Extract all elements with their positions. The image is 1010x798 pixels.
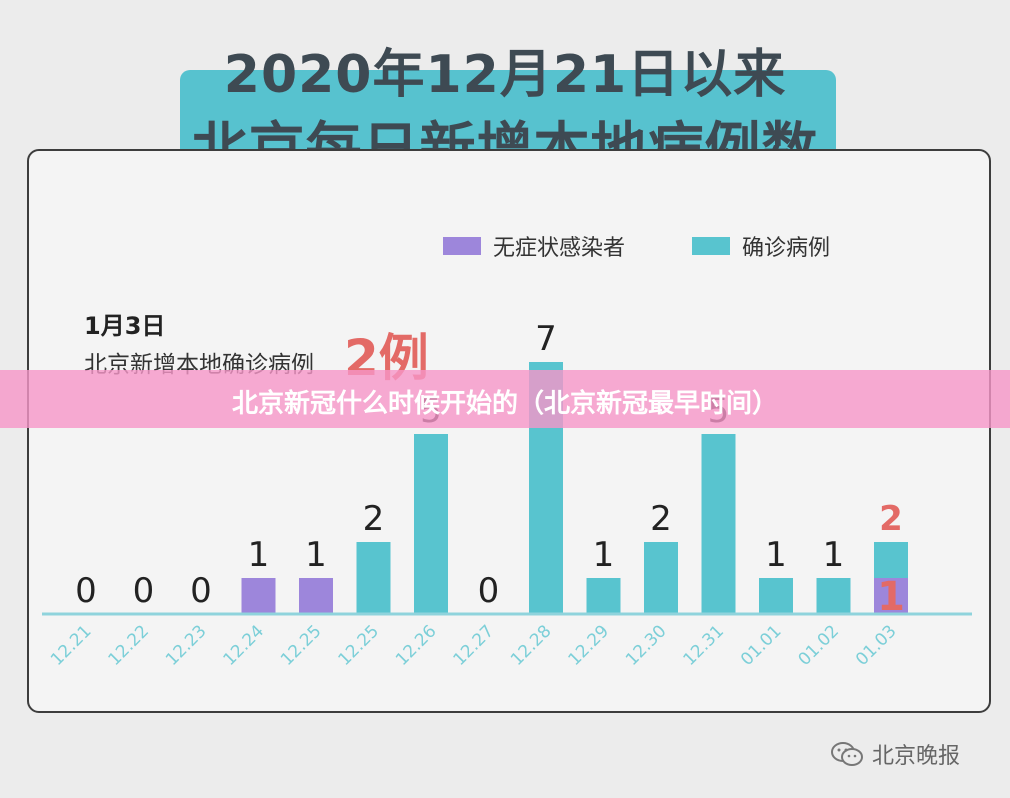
segment-label-14: 1: [877, 574, 905, 620]
x-tick-label-10: 12.30: [622, 621, 671, 670]
bar-confirmed-6: [414, 434, 448, 614]
bar-confirmed-5: [356, 542, 391, 614]
data-label-1: 0: [133, 571, 155, 611]
bar-asymptomatic-14: [874, 578, 908, 614]
data-label-9: 1: [593, 535, 615, 575]
legend-item-confirmed: 确诊病例: [692, 230, 830, 262]
x-tick-label-11: 12.31: [679, 621, 728, 670]
bar-confirmed-9: [586, 578, 621, 614]
legend-swatch-asymptomatic: [443, 237, 481, 255]
overlay-banner: [0, 370, 1010, 428]
bar-confirmed-11: [701, 434, 736, 614]
overlay-banner-text: 北京新冠什么时候开始的（北京新冠最早时间）: [231, 389, 778, 419]
x-tick-label-2: 12.23: [162, 621, 211, 670]
x-tick-label-5: 12.25: [334, 621, 383, 670]
legend-label-asymptomatic: 无症状感染者: [493, 236, 626, 261]
data-label-14: 2: [879, 499, 903, 539]
x-tick-label-8: 12.28: [507, 621, 556, 670]
data-label-13: 1: [823, 535, 845, 575]
x-tick-label-7: 12.27: [449, 621, 498, 670]
data-label-3: 1: [248, 535, 270, 575]
data-label-10: 2: [650, 499, 672, 539]
bar-asymptomatic-3: [241, 578, 276, 614]
data-label-8: 7: [535, 319, 557, 359]
bar-confirmed-13: [816, 578, 851, 614]
x-tick-label-9: 12.29: [564, 621, 613, 670]
x-tick-label-1: 12.22: [104, 621, 153, 670]
data-label-12: 1: [765, 535, 787, 575]
x-tick-label-6: 12.26: [392, 621, 441, 670]
x-tick-label-0: 12.21: [47, 621, 96, 670]
source-name: 北京晚报: [872, 744, 961, 769]
source-credit: 北京晚报: [830, 738, 960, 770]
data-label-7: 0: [478, 571, 500, 611]
bar-confirmed-14: [874, 542, 908, 578]
legend-swatch-confirmed: [692, 237, 730, 255]
chart-panel: [27, 149, 991, 713]
bar-asymptomatic-4: [299, 578, 333, 614]
bar-confirmed-10: [644, 542, 678, 614]
wechat-icon: [831, 742, 863, 766]
x-tick-label-14: 01.03: [852, 621, 901, 670]
data-label-5: 2: [363, 499, 385, 539]
legend-label-confirmed: 确诊病例: [742, 236, 831, 261]
x-tick-label-3: 12.24: [219, 621, 268, 670]
x-tick-label-4: 12.25: [277, 621, 326, 670]
x-tick-label-12: 01.01: [737, 621, 786, 670]
annotation-date: 1月3日: [84, 312, 166, 340]
data-label-0: 0: [75, 571, 97, 611]
data-label-4: 1: [305, 535, 327, 575]
data-label-2: 0: [190, 571, 212, 611]
legend-item-asymptomatic: 无症状感染者: [443, 230, 625, 262]
chart-title-line-1: 2020年12月21日以来: [223, 45, 787, 105]
bar-confirmed-12: [759, 578, 793, 614]
x-tick-label-13: 01.02: [794, 621, 843, 670]
